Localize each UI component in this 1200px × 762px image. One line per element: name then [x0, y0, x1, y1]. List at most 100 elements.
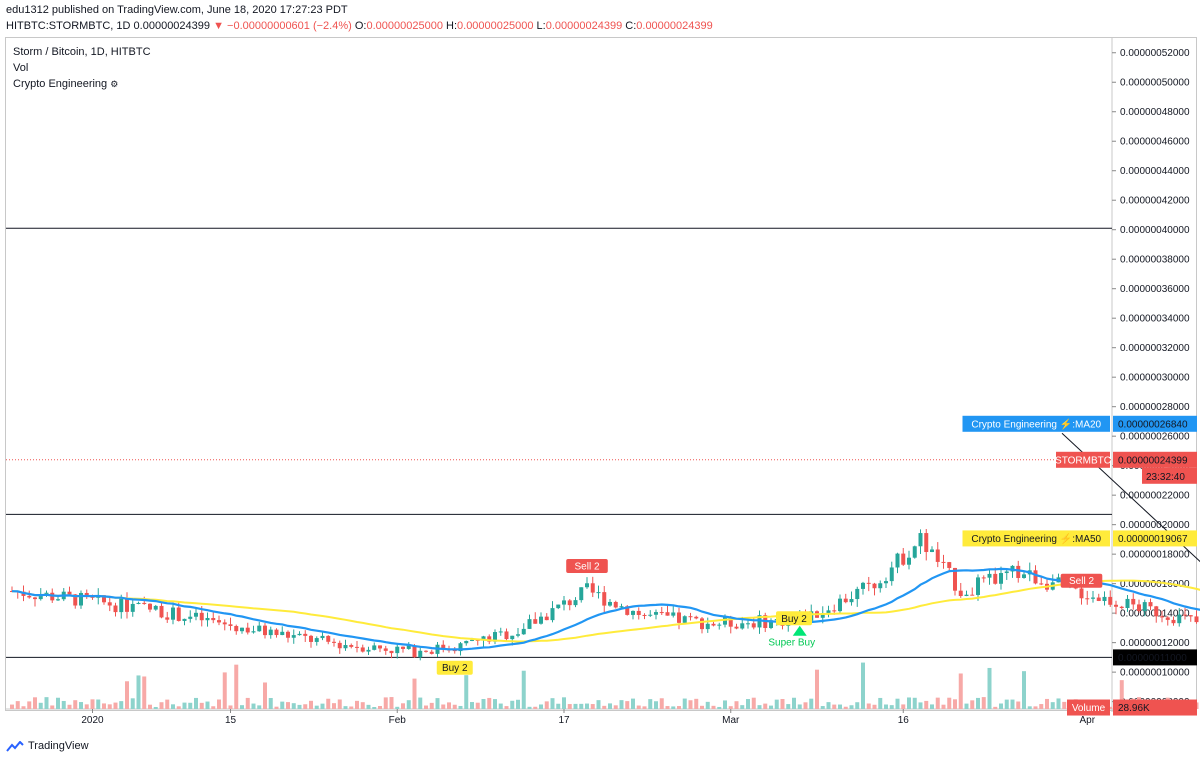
volume-bar	[516, 699, 520, 709]
candle-body	[1177, 614, 1182, 624]
candle-body	[590, 583, 595, 593]
candle-body	[728, 616, 733, 627]
signal-badge	[1060, 573, 1103, 588]
candle-body	[1165, 617, 1170, 620]
volume-bar	[136, 675, 141, 709]
volume-bar	[257, 705, 262, 709]
volume-bar	[648, 699, 653, 709]
price-tag-value: 0.00000026840	[1118, 419, 1188, 430]
candle-body	[119, 598, 124, 613]
candle-body	[1033, 570, 1038, 584]
candle-body	[694, 616, 699, 619]
candle-body	[314, 638, 319, 642]
candle-body	[682, 616, 687, 623]
candle-body	[608, 601, 612, 606]
candle-body	[372, 645, 377, 650]
candle-body	[217, 620, 221, 623]
volume-bar	[360, 702, 365, 709]
volume-bar	[424, 705, 428, 709]
candle-body	[429, 651, 434, 654]
volume-bar	[1062, 701, 1067, 709]
candle-body	[1039, 583, 1044, 585]
candle-body	[274, 629, 279, 636]
candle-body	[286, 631, 290, 638]
candle-body	[412, 645, 417, 658]
candle-body	[1131, 598, 1136, 605]
volume-bar	[815, 669, 819, 709]
volume-bar	[970, 700, 975, 709]
volume-bar	[188, 702, 193, 709]
volume-bar	[464, 675, 469, 709]
volume-bar	[222, 672, 227, 709]
candle-body	[855, 588, 860, 600]
candle-body	[251, 631, 256, 633]
candle-body	[1188, 615, 1193, 617]
candle-body	[849, 599, 854, 603]
candle-body	[751, 623, 756, 628]
volume-bar	[751, 697, 756, 709]
volume-bar	[447, 702, 451, 709]
volume-bar	[504, 706, 509, 709]
y-tick-label: 0.00000038000	[1120, 255, 1190, 266]
y-tick-label: 0.00000022000	[1120, 491, 1190, 502]
candle-body	[343, 645, 348, 649]
candle-body	[636, 610, 641, 615]
candle-body	[211, 617, 216, 621]
candle-body	[464, 640, 469, 644]
volume-bar	[286, 702, 290, 709]
volume-bar	[521, 670, 526, 709]
volume-bar	[487, 697, 492, 709]
volume-bar	[130, 698, 135, 709]
volume-bar	[953, 699, 957, 709]
candle-body	[1148, 602, 1153, 607]
legend-volume: Vol	[13, 62, 29, 74]
volume-bar	[182, 702, 187, 709]
y-tick-label: 0.00000044000	[1120, 166, 1190, 177]
volume-bar	[176, 706, 181, 709]
candle-body	[941, 561, 946, 563]
y-tick-label: 0.00000040000	[1120, 225, 1190, 236]
y-tick-label: 0.00000042000	[1120, 196, 1190, 207]
volume-bar	[234, 664, 239, 709]
volume-bar	[337, 699, 342, 709]
y-tick-label: 0.00000016000	[1120, 579, 1190, 590]
candle-body	[924, 533, 929, 553]
volume-bar	[625, 701, 630, 709]
volume-bar	[550, 698, 555, 709]
tradingview-brand: TradingView	[28, 740, 89, 752]
candle-body	[619, 606, 624, 608]
candle-body	[1183, 614, 1187, 616]
settings-icon[interactable]: ⚙	[110, 79, 119, 89]
open-label: O:	[354, 20, 367, 32]
candle-body	[740, 623, 745, 629]
candle-body	[769, 620, 773, 629]
y-tick-label: 0.00000050000	[1120, 78, 1190, 89]
candle-body	[527, 619, 532, 629]
candle-body	[1085, 598, 1090, 600]
candle-body	[1142, 602, 1147, 611]
volume-bar	[579, 703, 584, 709]
candle-body	[56, 599, 60, 601]
candle-body	[918, 533, 923, 547]
volume-bar	[475, 702, 480, 709]
volume-bar	[165, 699, 170, 709]
volume-bar	[44, 697, 49, 709]
price-tag-label: Crypto Engineering ⚡:MA20	[971, 417, 1101, 430]
volume-bar	[498, 703, 503, 709]
y-tick-label: 0.00000030000	[1120, 373, 1190, 384]
candle-body	[228, 624, 233, 626]
volume-bar	[452, 704, 457, 709]
volume-series	[10, 662, 1199, 709]
price-tag-label-bg	[1056, 451, 1110, 468]
candle-body	[613, 601, 618, 608]
candle-body	[1119, 606, 1124, 609]
volume-bar	[240, 705, 244, 709]
volume-bar	[889, 705, 894, 709]
volume-bar	[493, 699, 497, 709]
price-tag-value-bg	[1113, 530, 1197, 547]
candle-body	[424, 650, 428, 652]
volume-bar	[470, 702, 474, 709]
x-tick-label: Mar	[722, 715, 740, 726]
candle-body	[291, 635, 296, 638]
